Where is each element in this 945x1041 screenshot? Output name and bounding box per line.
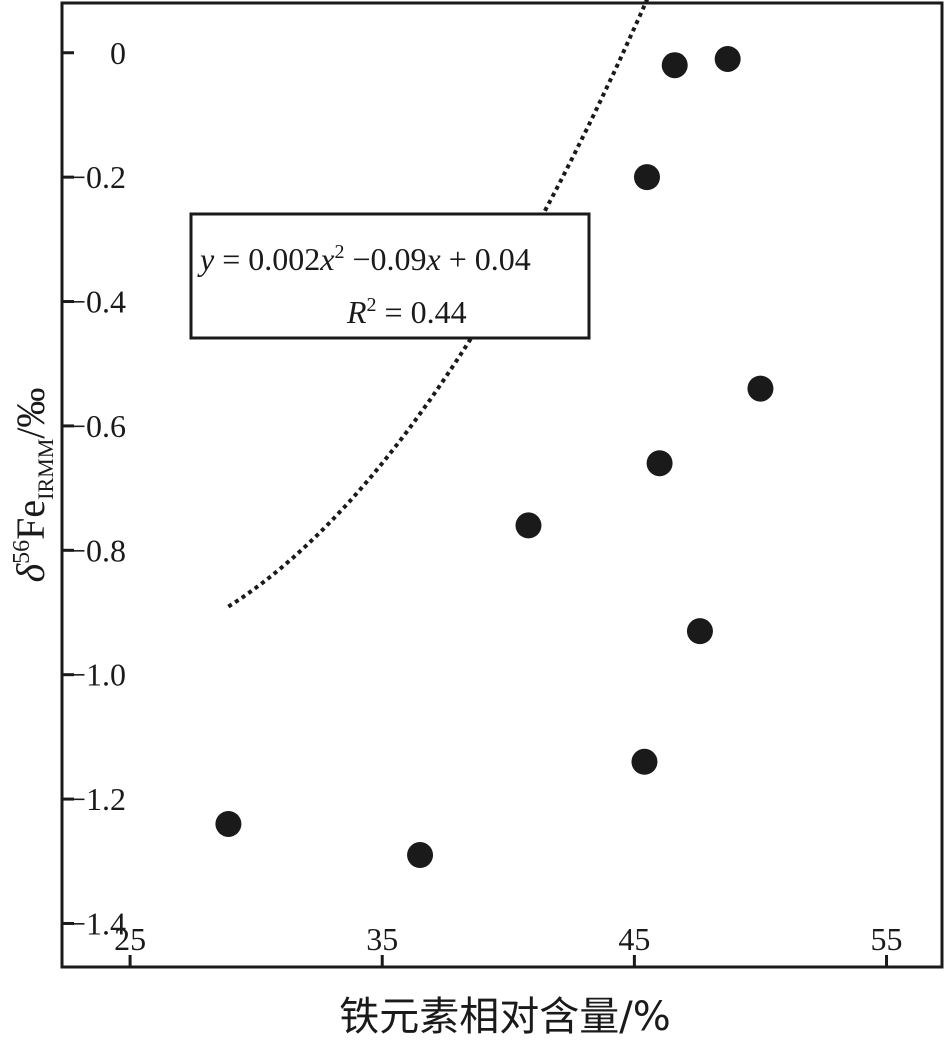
plot-frame <box>60 1 944 969</box>
eq-part2: −0.09 <box>344 241 426 277</box>
eq-exp: 2 <box>334 241 344 263</box>
y-title-superscript: 56 <box>9 540 35 564</box>
y-tick-label-neg0p2: −0.2 <box>68 159 126 195</box>
y-tick-label-neg0p8: −0.8 <box>68 532 126 568</box>
data-point-8 <box>686 618 713 645</box>
r2-r: R <box>346 294 367 330</box>
data-point-9 <box>714 45 741 72</box>
r2-exp: 2 <box>367 294 377 316</box>
x-tick-label-35: 35 <box>366 921 398 957</box>
eq-x2: x <box>426 241 441 277</box>
data-point-1 <box>215 810 242 837</box>
equation-box: y = 0.002x2 −0.09x + 0.04 R2 = 0.44 <box>189 212 591 340</box>
data-point-4 <box>631 748 658 775</box>
data-point-2 <box>407 842 434 869</box>
r-squared-text: R2 = 0.44 <box>346 294 467 330</box>
data-point-6 <box>646 450 673 477</box>
x-tick-label-55: 55 <box>871 921 903 957</box>
x-axis-title: 铁元素相对含量/% <box>339 994 670 1040</box>
y-tick-label-neg0p6: −0.6 <box>68 408 126 444</box>
y-title-unit: /‰ <box>8 388 53 439</box>
y-tick-label-0: 0 <box>110 35 126 71</box>
equation-box-border <box>189 212 591 340</box>
y-tick-label-neg0p4: −0.4 <box>68 284 126 320</box>
y-tick-label-neg1: −1.0 <box>68 657 126 693</box>
data-point-5 <box>633 164 660 191</box>
equation-text: y = 0.002x2 −0.09x + 0.04 <box>197 241 531 277</box>
eq-part1: = 0.002 <box>214 241 320 277</box>
eq-x1: x <box>319 241 334 277</box>
x-axis-ticks: 25 35 45 55 <box>114 921 903 967</box>
data-point-10 <box>747 375 774 402</box>
y-title-delta: δ <box>8 562 53 582</box>
y-title-element: Fe <box>8 500 53 540</box>
r2-value: = 0.44 <box>377 294 467 330</box>
data-points <box>215 45 774 869</box>
eq-y: y <box>197 241 215 277</box>
y-axis-ticks: 0 −0.2 −0.4 −0.6 −0.8 −1.0 −1.2 −1.4 <box>62 35 126 941</box>
y-title-subscript: IRMM <box>33 439 58 500</box>
data-point-7 <box>661 52 688 79</box>
y-tick-label-neg1p2: −1.2 <box>68 781 126 817</box>
x-tick-label-25: 25 <box>114 921 146 957</box>
y-tick-label-neg1p4: −1.4 <box>68 905 126 941</box>
x-tick-label-45: 45 <box>618 921 650 957</box>
eq-part3: + 0.04 <box>441 241 531 277</box>
y-axis-title: δ56FeIRMM/‰ <box>8 388 58 583</box>
data-point-3 <box>515 512 542 539</box>
